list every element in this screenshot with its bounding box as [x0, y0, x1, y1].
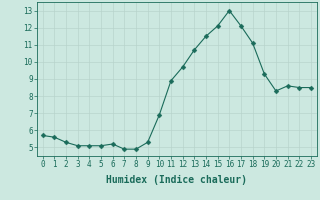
X-axis label: Humidex (Indice chaleur): Humidex (Indice chaleur)	[106, 175, 247, 185]
